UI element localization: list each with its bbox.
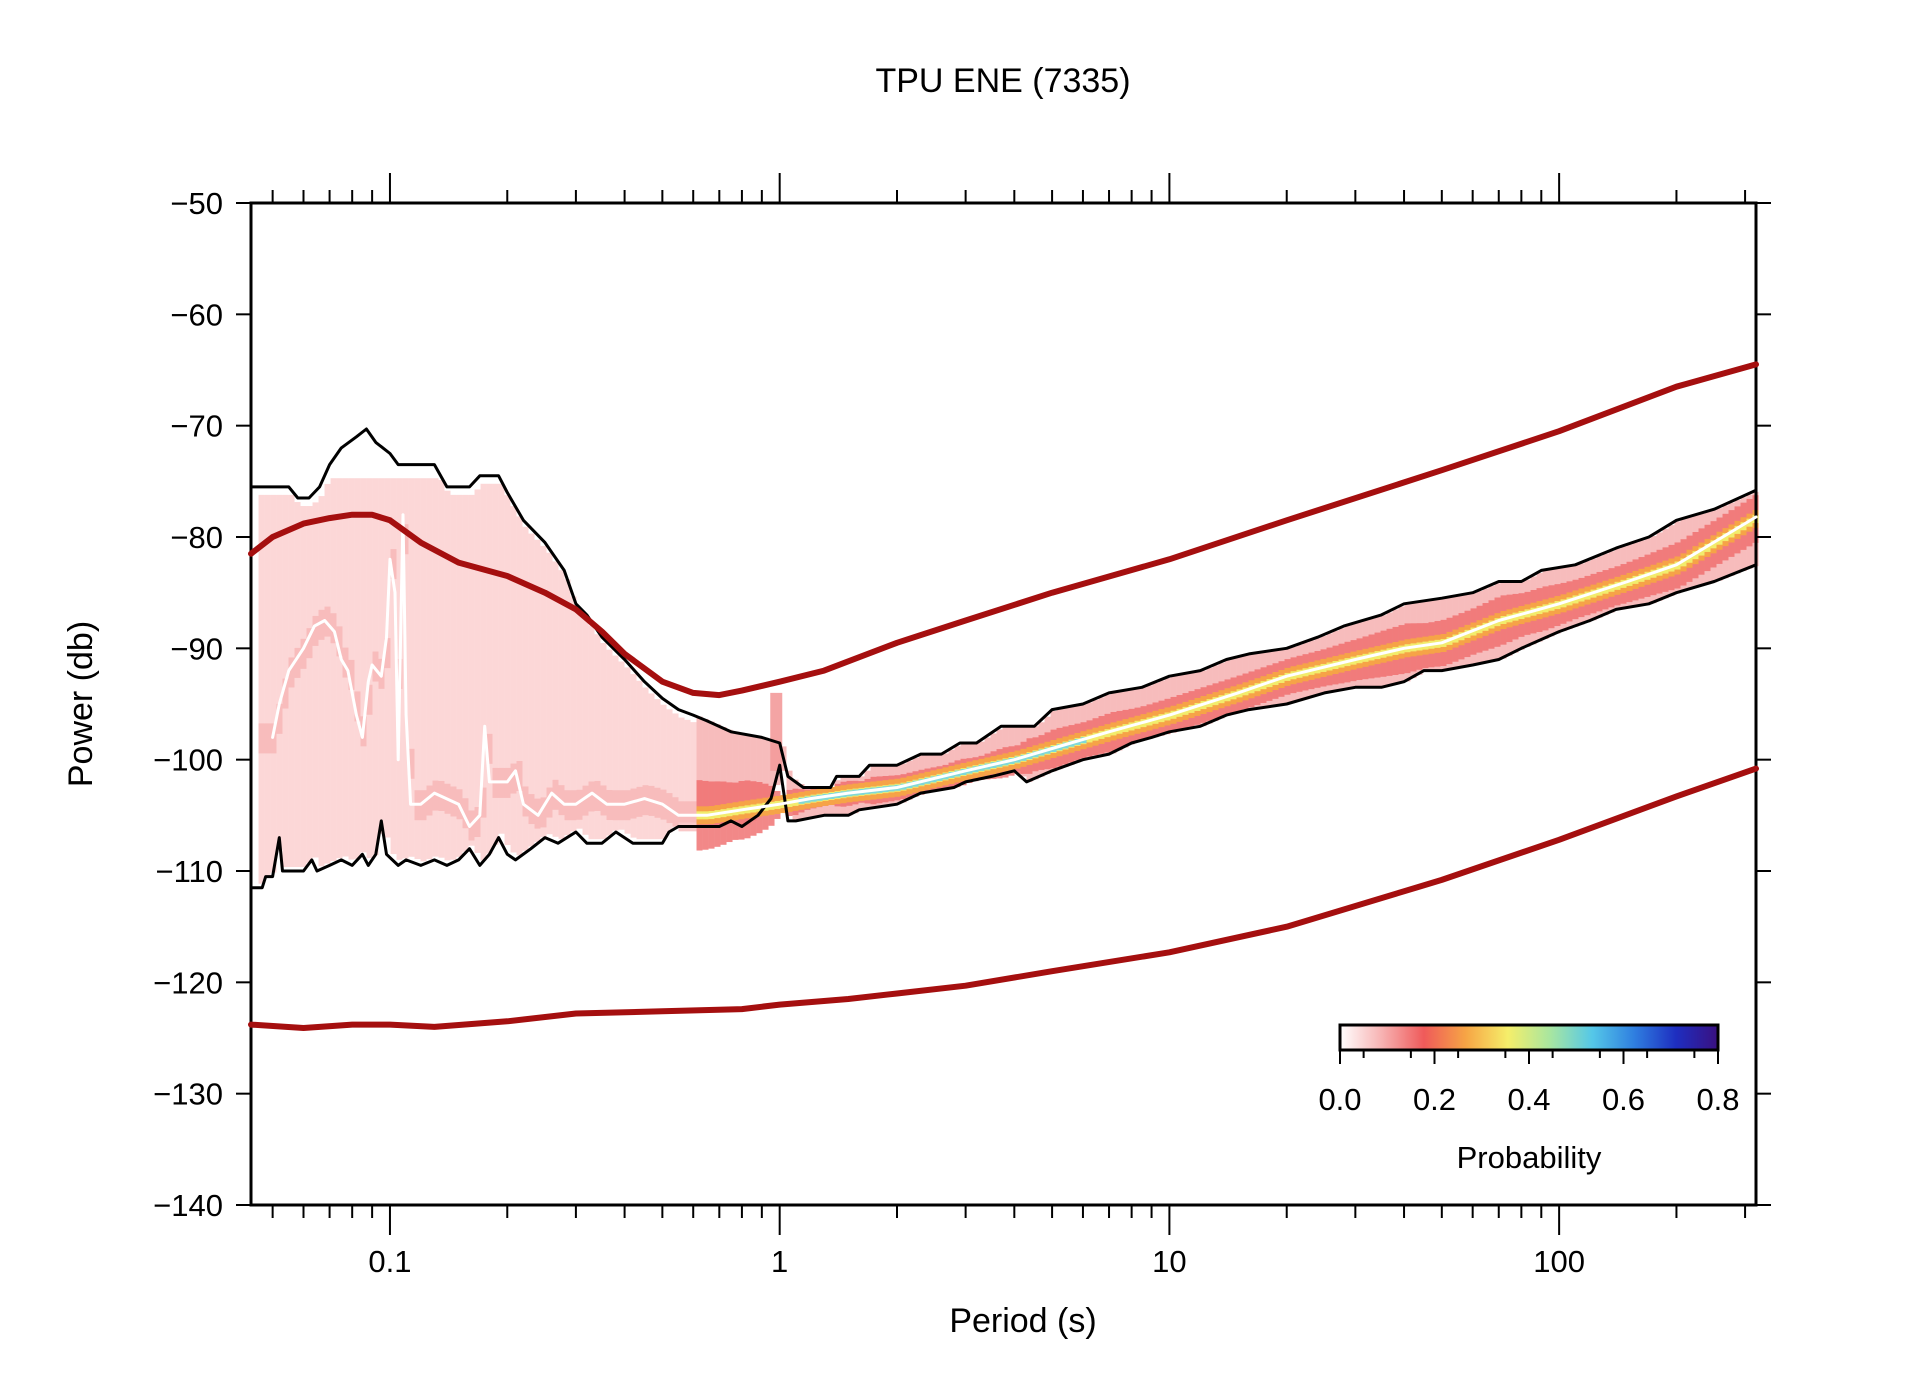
y-tick-label: −60 <box>170 297 223 332</box>
y-tick-label: −110 <box>155 854 223 889</box>
y-tick-label: −80 <box>170 520 223 555</box>
colorbar: 0.0 0.2 0.4 0.6 0.8 Probability <box>1318 1023 1740 1175</box>
series-line-model-high <box>248 361 1759 699</box>
x-tick-label: 1 <box>771 1244 788 1279</box>
probability-density-field <box>258 478 1759 884</box>
series-lines <box>248 361 1759 1031</box>
axes: −50 −60 −70 −80 −90 −100 −110 −120 −130 −140 0.1 1 1… <box>153 173 1771 1279</box>
series-line-mode <box>271 513 1758 828</box>
x-tick-label: 0.1 <box>368 1244 411 1279</box>
colorbar-tick-label: 0.8 <box>1696 1082 1739 1117</box>
x-tick-label: 100 <box>1533 1244 1585 1279</box>
plot-frame <box>249 201 1758 1207</box>
x-tick-label: 10 <box>1152 1244 1186 1279</box>
y-tick-label: −100 <box>153 743 223 778</box>
y-tick-label: −50 <box>170 186 223 221</box>
colorbar-label: Probability <box>1457 1140 1602 1175</box>
series-line-model-low <box>248 765 1759 1031</box>
colorbar-bar <box>1338 1023 1720 1052</box>
colorbar-tick-label: 0.2 <box>1413 1082 1456 1117</box>
x-axis-label: Period (s) <box>949 1302 1096 1340</box>
y-tick-label: −90 <box>170 631 223 666</box>
y-tick-label: −120 <box>153 965 223 1000</box>
y-tick-label: −130 <box>153 1077 223 1112</box>
chart-title: TPU ENE (7335) <box>875 62 1130 100</box>
colorbar-tick-label: 0.6 <box>1602 1082 1645 1117</box>
colorbar-tick-label: 0.4 <box>1507 1082 1550 1117</box>
y-axis-label: Power (db) <box>62 621 100 787</box>
series-line-minimum <box>249 563 1758 890</box>
colorbar-tick-label: 0.0 <box>1318 1082 1361 1117</box>
y-tick-label: −140 <box>153 1188 223 1223</box>
series-line-maximum <box>249 427 1758 789</box>
y-tick-label: −70 <box>170 409 223 444</box>
